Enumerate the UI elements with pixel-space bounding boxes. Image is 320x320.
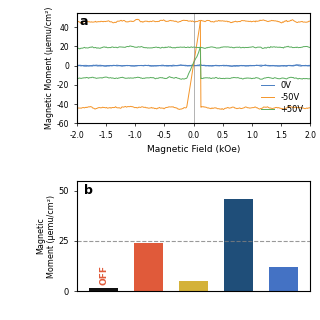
+50V xyxy=(222,45,226,49)
Line: 0V: 0V xyxy=(77,65,310,66)
-50V xyxy=(308,19,312,23)
+50V xyxy=(308,45,312,49)
0V xyxy=(246,64,250,68)
-50V xyxy=(290,18,294,22)
Text: b: b xyxy=(84,184,93,197)
0V xyxy=(84,64,88,68)
Bar xyxy=(179,281,208,291)
Y-axis label: Magnetic
Moment (μemu/cm²): Magnetic Moment (μemu/cm²) xyxy=(36,194,56,277)
0V xyxy=(198,63,202,67)
+50V xyxy=(75,76,79,80)
-50V xyxy=(244,19,248,23)
0V xyxy=(308,64,312,68)
Bar xyxy=(89,288,118,291)
Legend: 0V, -50V, +50V: 0V, -50V, +50V xyxy=(259,78,306,117)
+50V xyxy=(103,75,107,79)
Text: OFF: OFF xyxy=(99,265,108,285)
Y-axis label: Magnetic Moment (μemu/cm²): Magnetic Moment (μemu/cm²) xyxy=(45,7,54,129)
+50V xyxy=(286,44,290,48)
-50V xyxy=(222,19,226,23)
+50V xyxy=(167,75,171,79)
+50V xyxy=(151,76,155,80)
+50V xyxy=(180,77,183,81)
-50V xyxy=(151,106,155,110)
-50V xyxy=(167,105,171,109)
+50V xyxy=(244,45,248,49)
Bar xyxy=(224,199,253,291)
-50V xyxy=(245,19,249,23)
+50V xyxy=(245,45,249,49)
-50V xyxy=(103,106,107,109)
0V xyxy=(75,63,79,67)
X-axis label: Magnetic Field (kOe): Magnetic Field (kOe) xyxy=(147,146,240,155)
0V xyxy=(104,64,108,68)
-50V xyxy=(177,108,181,111)
-50V xyxy=(75,106,79,110)
Line: -50V: -50V xyxy=(77,20,310,109)
Line: +50V: +50V xyxy=(77,46,310,79)
0V xyxy=(168,63,172,67)
Bar xyxy=(269,267,298,291)
0V xyxy=(245,64,249,68)
Text: a: a xyxy=(79,15,88,28)
Bar xyxy=(134,243,163,291)
0V xyxy=(223,63,227,67)
0V xyxy=(152,64,156,68)
